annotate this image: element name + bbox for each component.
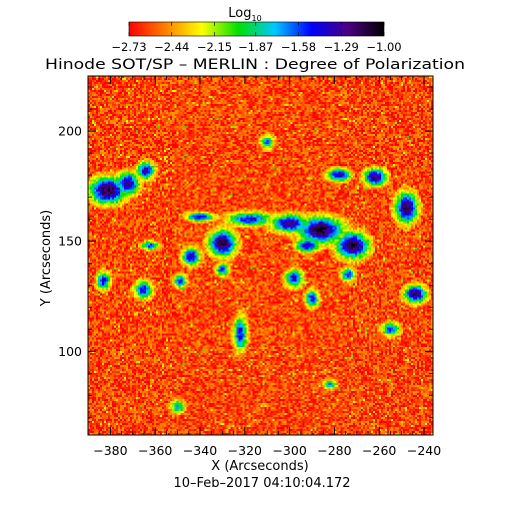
observation-date: 10–Feb–2017 04:10:04.172 — [173, 476, 350, 491]
x-tick-label: −260 — [362, 443, 396, 458]
x-tick-label: −240 — [407, 443, 441, 458]
colorbar-ticks: −2.73 −2.44 −2.15 −1.87 −1.58 −1.29 −1.00 — [111, 22, 402, 54]
x-axis: −380 −360 −340 −320 −300 −280 −260 −240 — [87, 76, 441, 458]
colorbar-tick-label: −2.73 — [111, 40, 146, 54]
colorbar-tick-label: −2.15 — [197, 40, 232, 54]
polarization-map — [88, 76, 433, 435]
colorbar-tick-label: −1.87 — [238, 40, 273, 54]
y-tick-label: 100 — [58, 344, 82, 359]
y-tick-label: 200 — [58, 124, 82, 139]
colorbar-label: Log10 — [228, 6, 261, 23]
plot-frame — [87, 75, 434, 436]
colorbar-tick-label: −1.00 — [366, 40, 401, 54]
y-tick-label: 150 — [58, 234, 82, 249]
x-tick-label: −320 — [228, 443, 262, 458]
colorbar-tick-label: −2.44 — [154, 40, 189, 54]
y-axis: 100 150 200 — [58, 86, 433, 418]
chart-title: Hinode SOT/SP – MERLIN : Degree of Polar… — [45, 57, 465, 73]
x-tick-label: −340 — [183, 443, 217, 458]
x-tick-label: −300 — [272, 443, 306, 458]
colorbar-tick-label: −1.58 — [281, 40, 316, 54]
x-axis-label: X (Arcseconds) — [211, 459, 308, 474]
y-axis-label: Y (Arcseconds) — [39, 210, 54, 307]
x-tick-label: −380 — [93, 443, 127, 458]
colorbar — [128, 21, 385, 37]
x-tick-label: −360 — [138, 443, 172, 458]
map-image — [88, 76, 433, 435]
x-tick-label: −280 — [317, 443, 351, 458]
colorbar-tick-label: −1.29 — [324, 40, 359, 54]
